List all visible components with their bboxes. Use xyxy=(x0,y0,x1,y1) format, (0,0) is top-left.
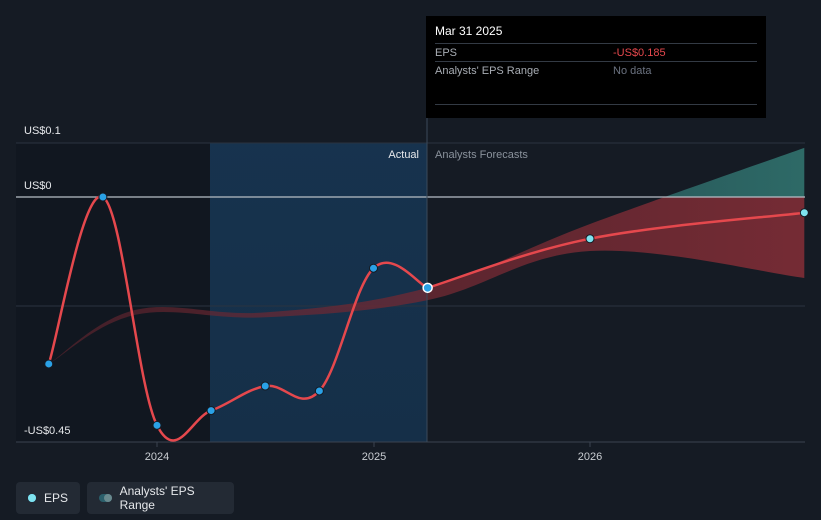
legend-eps-label: EPS xyxy=(43,491,68,505)
legend-range-label: Analysts' EPS Range xyxy=(119,484,195,512)
legend-range-swatch-icon xyxy=(99,494,112,502)
eps-forecast-point[interactable] xyxy=(799,208,809,218)
highlight-region xyxy=(210,143,427,442)
legend-eps-range[interactable]: Analysts' EPS Range xyxy=(87,482,234,514)
tooltip-range-value: No data xyxy=(613,64,652,77)
eps-point-selected[interactable] xyxy=(422,282,433,294)
eps-forecast-point[interactable] xyxy=(585,234,595,244)
eps-chart: US$0.1 US$0 -US$0.45 2024 2025 2026 Actu… xyxy=(16,118,809,463)
tooltip-date: Mar 31 2025 xyxy=(435,24,503,38)
tooltip-eps-row: EPS -US$0.185 xyxy=(435,43,757,61)
x-tick-label-2026: 2026 xyxy=(578,451,602,463)
eps-points-layer xyxy=(44,192,809,430)
tooltip-eps-value: -US$0.185 xyxy=(613,46,666,59)
past-shade xyxy=(16,143,210,442)
y-axis-labels: US$0.1 US$0 -US$0.45 xyxy=(24,125,70,437)
eps-actual-point[interactable] xyxy=(314,386,324,396)
tooltip-range-row: Analysts' EPS Range No data xyxy=(435,61,757,79)
tooltip-divider xyxy=(435,104,757,105)
eps-actual-point[interactable] xyxy=(152,420,162,430)
range-band-positive xyxy=(664,147,805,197)
tooltip-eps-label: EPS xyxy=(435,46,458,59)
analysts-eps-range-band xyxy=(48,147,805,364)
x-tick-label-2024: 2024 xyxy=(145,451,169,463)
forecast-label: Analysts Forecasts xyxy=(435,149,528,161)
x-axis-labels: 2024 2025 2026 xyxy=(145,442,602,463)
eps-actual-point[interactable] xyxy=(260,381,270,391)
y-tick-label-top: US$0.1 xyxy=(24,125,61,137)
legend-eps[interactable]: EPS xyxy=(16,482,80,514)
x-tick-label-2025: 2025 xyxy=(362,451,386,463)
y-tick-label-bottom: -US$0.45 xyxy=(24,425,70,437)
eps-actual-point[interactable] xyxy=(206,406,216,416)
eps-actual-point[interactable] xyxy=(369,263,378,273)
tooltip-range-label: Analysts' EPS Range xyxy=(435,64,540,77)
range-band-negative xyxy=(48,197,805,364)
tooltip-panel: Mar 31 2025 EPS -US$0.185 Analysts' EPS … xyxy=(426,16,766,118)
legend-eps-swatch-icon xyxy=(27,494,36,502)
actual-label: Actual xyxy=(388,149,419,161)
eps-actual-point[interactable] xyxy=(98,192,108,202)
y-tick-label-zero: US$0 xyxy=(24,180,52,192)
eps-actual-point[interactable] xyxy=(44,359,54,369)
